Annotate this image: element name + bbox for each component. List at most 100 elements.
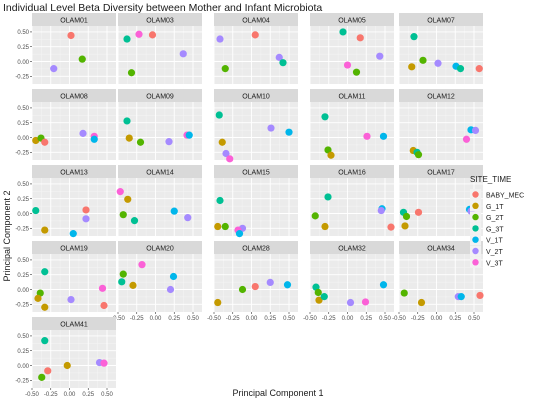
legend-swatch	[472, 236, 479, 243]
legend-items: BABY_MEC G_1T G_2T G_3T V_1T V_2T V_3T	[470, 189, 524, 268]
data-point	[221, 65, 229, 73]
facet-panel: OLAM03	[117, 13, 202, 84]
data-point	[401, 222, 409, 230]
facet-strip	[399, 89, 483, 102]
facet-panel: OLAM13 -0.25 0.00 0.25 0.50	[15, 165, 116, 238]
data-point	[41, 268, 49, 276]
data-point	[119, 211, 127, 219]
data-point	[377, 206, 385, 215]
facet-strip	[310, 89, 394, 102]
data-point	[50, 65, 58, 73]
facet-strip	[32, 13, 116, 26]
facet-panel: OLAM28 -0.50 -0.25 0.00 0.25 0.50	[207, 241, 298, 322]
x-tick-label: -0.50	[25, 392, 39, 398]
data-point	[417, 298, 426, 307]
data-point	[315, 296, 323, 304]
facet-strip-label: OLAM10	[242, 94, 270, 101]
facet-strip-label: OLAM09	[146, 94, 174, 101]
facet-strip-label: OLAM16	[338, 170, 366, 177]
x-tick-label: 0.25	[168, 316, 180, 322]
data-point	[116, 188, 124, 196]
x-tick-label: 0.00	[246, 316, 258, 322]
panel-background	[399, 254, 483, 312]
legend-swatch	[472, 247, 479, 255]
legend-label: V_3T	[486, 260, 503, 267]
data-point	[327, 151, 335, 159]
data-point	[434, 59, 442, 67]
data-point	[226, 155, 234, 163]
facet-strip	[32, 241, 116, 254]
data-point	[462, 135, 471, 143]
facet-strip	[214, 13, 298, 26]
facet-strip-label: OLAM05	[338, 18, 366, 25]
x-tick-label: -0.50	[207, 316, 221, 322]
data-point	[410, 33, 418, 41]
facet-panel: OLAM15	[213, 165, 298, 238]
y-tick-label: 0.00	[17, 212, 29, 218]
data-point	[379, 281, 388, 289]
facet-strip	[214, 165, 298, 178]
facet-strip-label: OLAM14	[146, 170, 174, 177]
legend-label: V_2T	[486, 249, 503, 256]
facet-strip-label: OLAM04	[242, 18, 270, 25]
y-tick-label: 0.00	[17, 288, 29, 294]
data-point	[339, 28, 347, 36]
data-point	[216, 196, 224, 205]
facet-panel: OLAM11	[309, 89, 394, 160]
x-tick-label: 0.00	[150, 316, 162, 322]
data-point	[179, 50, 187, 58]
facet-panel: OLAM12	[398, 89, 483, 160]
data-point	[41, 226, 49, 234]
panel-background	[118, 102, 202, 160]
data-point	[124, 195, 132, 203]
x-tick-label: 0.50	[379, 316, 391, 322]
facet-panel: OLAM41 -0.25 0.00 0.25 0.50 -0.50 -0.25 0.00 0.2…	[15, 317, 116, 398]
facet-strip	[310, 165, 394, 178]
facet-panel: OLAM05	[309, 13, 394, 84]
legend-label: V_1T	[486, 238, 503, 245]
facet-strip-label: OLAM32	[338, 246, 366, 253]
data-point	[185, 131, 193, 139]
data-point	[214, 298, 222, 307]
data-point	[119, 270, 127, 278]
data-point	[400, 289, 408, 297]
data-point	[376, 52, 384, 60]
y-tick-label: 0.50	[17, 258, 29, 264]
data-point	[148, 31, 157, 39]
data-point	[343, 61, 352, 69]
data-point	[123, 35, 131, 43]
facet-strip-label: OLAM28	[242, 246, 270, 253]
facet-panel: OLAM09	[117, 89, 202, 160]
data-point	[471, 126, 480, 135]
y-tick-label: 0.50	[17, 334, 29, 340]
facet-panel: OLAM16	[309, 165, 395, 236]
data-point	[218, 138, 226, 146]
facet-panel: OLAM20 -0.50 -0.25 0.00 0.25 0.50	[111, 241, 202, 322]
x-tick-label: 0.50	[101, 392, 113, 398]
y-tick-label: 0.25	[17, 349, 29, 355]
data-point	[321, 222, 329, 231]
data-point	[82, 215, 90, 223]
data-point	[90, 135, 98, 143]
facet-panel: OLAM10	[213, 89, 298, 163]
x-tick-label: -0.50	[303, 316, 317, 322]
data-point	[41, 138, 49, 146]
panel-background	[214, 254, 298, 312]
facet-panels: OLAM01 -0.25 0.00 0.25 0.50 OLAM03 OLAM04 OLAM0…	[15, 13, 484, 398]
data-point	[251, 31, 259, 39]
y-tick-label: 0.25	[17, 121, 29, 127]
x-tick-label: 0.25	[264, 316, 276, 322]
data-point	[321, 113, 329, 121]
data-point	[456, 65, 465, 73]
x-tick-label: 0.50	[187, 316, 199, 322]
data-point	[402, 212, 411, 221]
panel-background	[32, 178, 116, 236]
data-point	[356, 34, 364, 42]
x-tick-label: 0.00	[431, 316, 443, 322]
legend-label: G_1T	[486, 204, 504, 211]
x-tick-label: -0.25	[226, 316, 240, 322]
panel-background	[310, 102, 394, 160]
data-point	[324, 193, 332, 201]
legend-label: G_3T	[486, 226, 504, 233]
x-tick-label: 0.25	[82, 392, 94, 398]
